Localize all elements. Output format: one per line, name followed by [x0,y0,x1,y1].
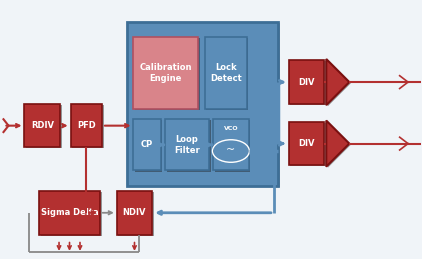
FancyBboxPatch shape [118,192,154,236]
Text: DIV: DIV [298,78,315,87]
FancyBboxPatch shape [26,105,62,148]
FancyBboxPatch shape [205,37,246,109]
Polygon shape [328,60,351,106]
FancyBboxPatch shape [213,119,249,170]
Text: RDIV: RDIV [31,121,54,130]
Polygon shape [328,121,351,168]
FancyBboxPatch shape [72,105,104,148]
Text: Calibration
Engine: Calibration Engine [140,63,192,83]
FancyBboxPatch shape [70,104,102,147]
FancyBboxPatch shape [116,191,152,235]
FancyBboxPatch shape [289,122,324,165]
FancyBboxPatch shape [41,192,102,236]
Text: Lock
Detect: Lock Detect [210,63,241,83]
FancyBboxPatch shape [215,120,250,171]
FancyBboxPatch shape [39,191,100,235]
FancyBboxPatch shape [129,23,280,187]
FancyBboxPatch shape [290,61,326,105]
Text: DIV: DIV [298,139,315,148]
Text: NDIV: NDIV [123,208,146,217]
FancyBboxPatch shape [165,119,209,170]
Polygon shape [326,120,349,167]
Text: ~: ~ [226,145,235,155]
Polygon shape [326,59,349,105]
FancyBboxPatch shape [135,38,200,110]
FancyBboxPatch shape [24,104,60,147]
FancyBboxPatch shape [290,123,326,166]
FancyBboxPatch shape [135,120,162,171]
Text: Sigma Delta: Sigma Delta [41,208,98,217]
FancyBboxPatch shape [133,37,198,109]
FancyBboxPatch shape [133,119,161,170]
FancyBboxPatch shape [289,60,324,104]
FancyBboxPatch shape [167,120,211,171]
FancyBboxPatch shape [206,38,248,110]
Text: Loop
Filter: Loop Filter [174,135,200,155]
Text: PFD: PFD [77,121,96,130]
Text: CP: CP [141,140,153,149]
Text: VCO: VCO [224,126,238,131]
FancyBboxPatch shape [127,22,278,186]
